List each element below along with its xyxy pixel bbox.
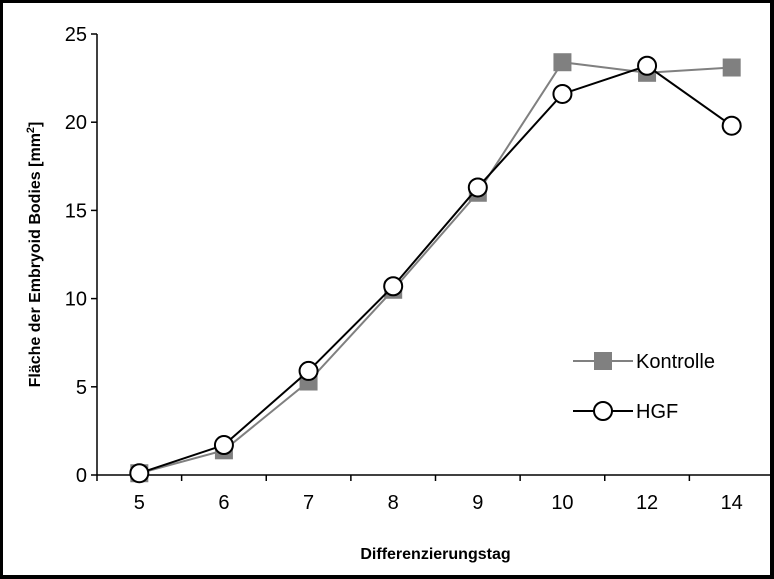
y-axis-title-main: Fläche der Embryoid Bodies [mm: [27, 133, 44, 387]
x-tick-label: 10: [551, 492, 573, 514]
legend-item-kontrolle: Kontrolle: [573, 351, 715, 373]
y-axis-title-superscript: 2: [25, 127, 37, 133]
x-tick-label: 8: [388, 492, 399, 514]
legend: Kontrolle HGF: [573, 351, 715, 423]
y-axis-title-suffix: ]: [27, 122, 44, 127]
y-tick-label: 20: [65, 112, 87, 134]
x-tick-label: 14: [721, 492, 743, 514]
y-tick-label: 25: [65, 24, 87, 46]
data-point-circle: [213, 435, 234, 456]
data-point-circle: [467, 177, 488, 198]
series-line: [138, 64, 733, 475]
legend-square-marker: [594, 352, 612, 370]
x-axis-title: Differenzierungstag: [360, 546, 510, 563]
data-point-circle: [383, 276, 404, 297]
y-tick-label: 0: [76, 465, 87, 487]
legend-item-hgf: HGF: [573, 401, 678, 423]
data-point-circle: [721, 115, 742, 136]
legend-circle-marker: [593, 401, 613, 421]
data-point-circle: [552, 83, 573, 104]
data-point-circle: [298, 360, 319, 381]
data-point-circle: [129, 463, 150, 484]
x-tick-label: 6: [218, 492, 229, 514]
x-tick-label: 9: [472, 492, 483, 514]
y-tick-label: 10: [65, 289, 87, 311]
legend-label: HGF: [636, 401, 678, 423]
y-tick-label: 5: [76, 377, 87, 399]
data-point-square: [722, 58, 741, 77]
y-axis-ticks: 0 5 10 15 20 25: [65, 24, 97, 487]
y-axis-title: Fläche der Embryoid Bodies [mm2]: [25, 122, 44, 388]
data-point-square: [553, 53, 572, 72]
series-layer: [129, 53, 742, 484]
legend-label: Kontrolle: [636, 351, 715, 373]
x-tick-label: 5: [134, 492, 145, 514]
data-point-circle: [637, 55, 658, 76]
x-tick-label: 12: [636, 492, 658, 514]
series-hgf: [129, 55, 742, 484]
y-tick-label: 15: [65, 200, 87, 222]
x-tick-label: 7: [303, 492, 314, 514]
x-axis-ticks: 5 6 7 8 9 10 12 14: [96, 475, 774, 514]
